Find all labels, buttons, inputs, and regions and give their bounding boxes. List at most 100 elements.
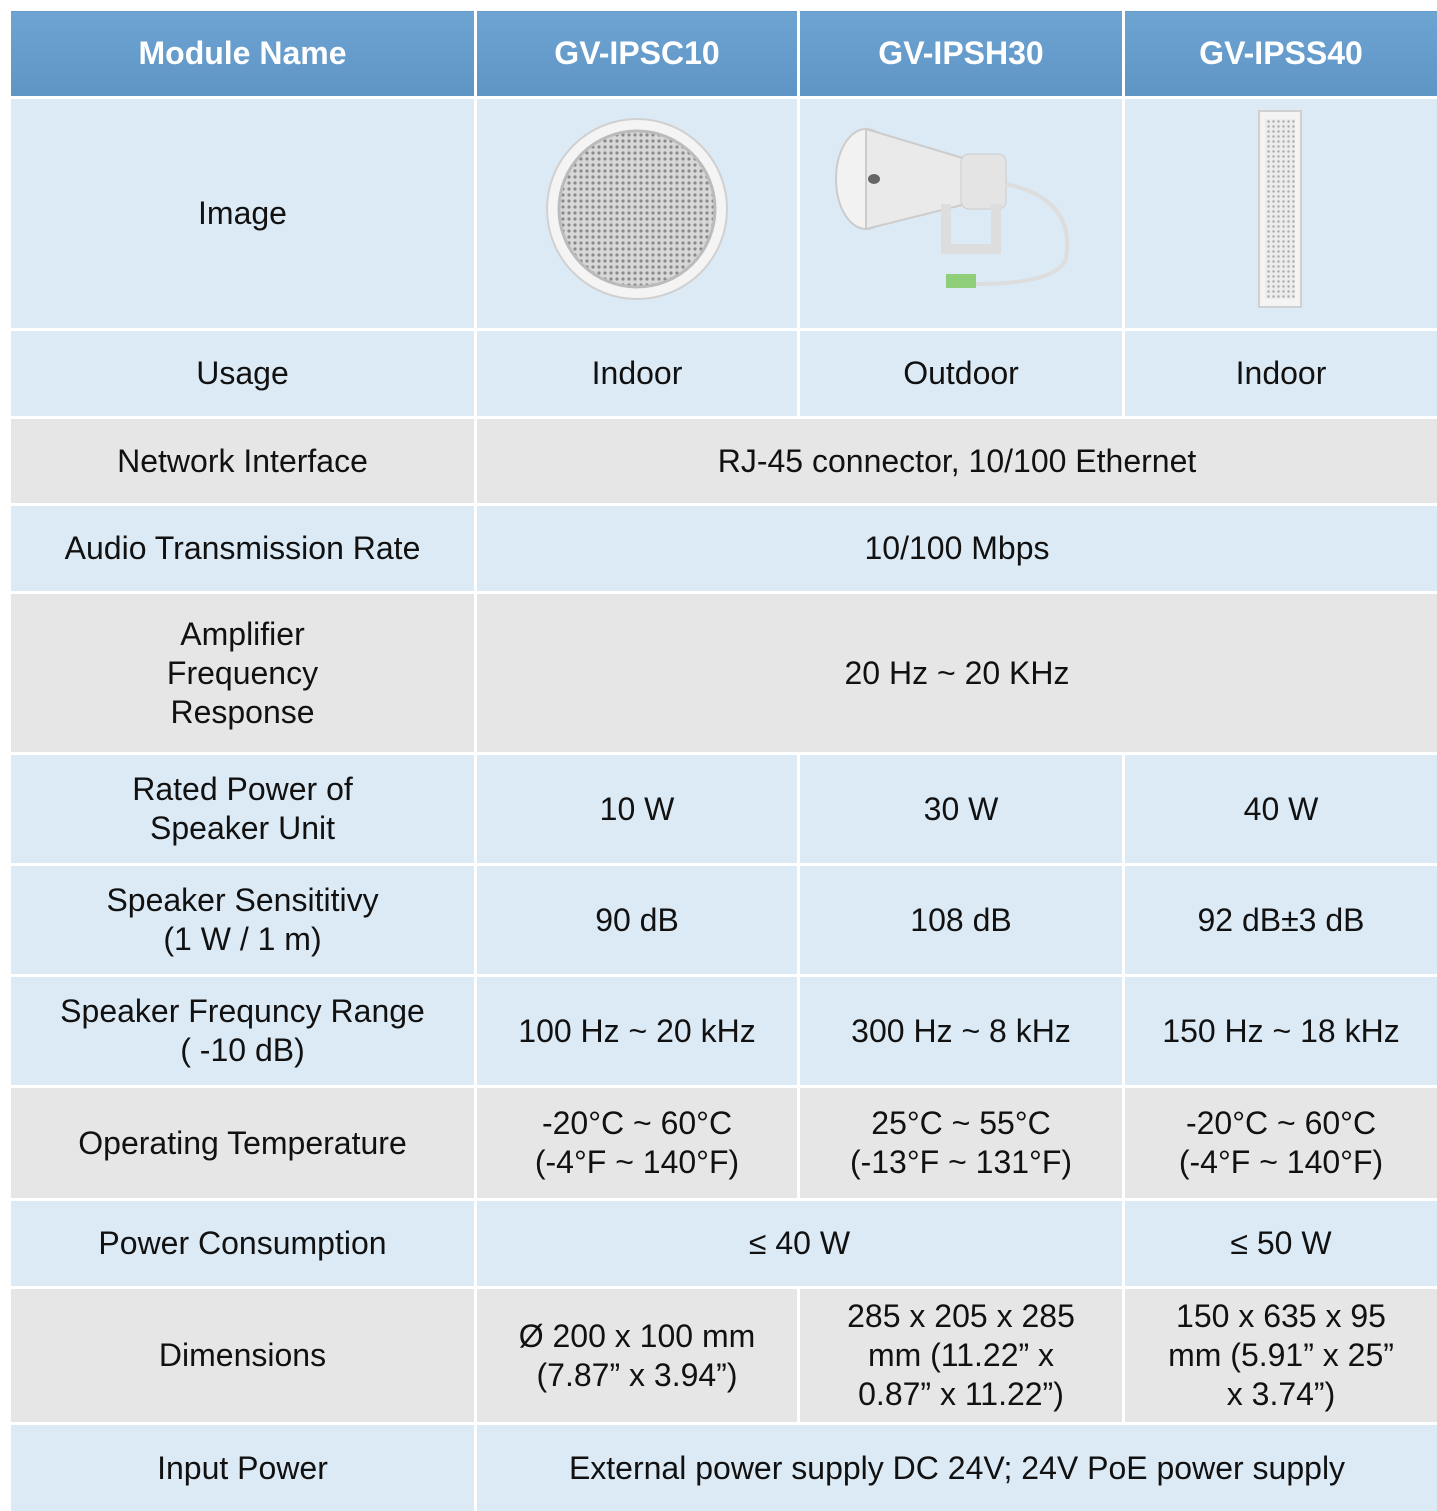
row-label: Image [8, 96, 477, 331]
value-line: -20°C ~ 60°C [541, 1105, 733, 1141]
value-line: 108 dB [910, 901, 1012, 938]
value-line: 10 W [599, 790, 675, 827]
value-line: (-4°F ~ 140°F) [1178, 1144, 1384, 1180]
label-line: Image [198, 195, 287, 231]
image-cell [1122, 96, 1437, 331]
value-line: 20 Hz ~ 20 KHz [844, 654, 1070, 691]
value-cell: 100 Hz ~ 20 kHz [474, 974, 800, 1088]
value-cell: 25°C ~ 55°C (-13°F ~ 131°F) [797, 1085, 1125, 1201]
label-line: Audio Transmission Rate [64, 530, 421, 566]
header-cell: Module Name [8, 8, 477, 99]
value-cell: 30 W [797, 752, 1125, 866]
spec-row: Speaker Frequncy Range( -10 dB) 100 Hz ~ … [8, 974, 1437, 1088]
spec-row: Dimensions Ø 200 x 100 mm (7.87” x 3.94”) 2… [8, 1286, 1437, 1425]
value-line: 40 W [1243, 790, 1319, 827]
value-cell: Indoor [1122, 328, 1437, 419]
value-cell: -20°C ~ 60°C (-4°F ~ 140°F) [1122, 1085, 1437, 1201]
value-cell: Indoor [474, 328, 800, 419]
row-label: Amplifier Frequency Response [8, 591, 477, 755]
header-cell: GV-IPSH30 [797, 8, 1125, 99]
value-cell: 150 Hz ~ 18 kHz [1122, 974, 1437, 1088]
value-line: mm (11.22” x [867, 1337, 1055, 1373]
spec-row: Network Interface RJ-45 connector, 10/100… [8, 416, 1437, 506]
value-cell: 40 W [1122, 752, 1437, 866]
value-line: ≤ 50 W [1230, 1225, 1332, 1261]
value-line: (-4°F ~ 140°F) [534, 1144, 740, 1180]
row-label: Power Consumption [8, 1198, 477, 1289]
value-line: -20°C ~ 60°C [1185, 1105, 1377, 1141]
value-line: 25°C ~ 55°C [871, 1105, 1051, 1141]
value-line: 30 W [923, 790, 999, 827]
label-line: Speaker Frequncy Range [60, 993, 425, 1029]
spec-row: Image [8, 96, 1437, 331]
label-line: Speaker Unit [150, 810, 335, 846]
label-line: Response [170, 693, 315, 730]
row-label: Operating Temperature [8, 1085, 477, 1201]
row-label: Input Power [8, 1422, 477, 1511]
row-label: Audio Transmission Rate [8, 503, 477, 594]
value-cell: 92 dB±3 dB [1122, 863, 1437, 977]
value-cell: Outdoor [797, 328, 1125, 419]
spec-row: Rated Power of Speaker Unit 10 W 30 W 40 W [8, 752, 1437, 866]
spec-row: Audio Transmission Rate 10/100 Mbps [8, 503, 1437, 594]
value-cell: Ø 200 x 100 mm (7.87” x 3.94”) [474, 1286, 800, 1425]
spec-row: Usage Indoor Outdoor Indoor [8, 328, 1437, 419]
value-line: 150 x 635 x 95 [1176, 1298, 1386, 1334]
value-line: 10/100 Mbps [864, 530, 1050, 566]
value-line: 92 dB±3 dB [1197, 901, 1365, 938]
header-cell: GV-IPSC10 [474, 8, 800, 99]
label-line: ( -10 dB) [180, 1032, 305, 1068]
value-cell: 285 x 205 x 285 mm (11.22” x 0.87” x 11.22… [797, 1286, 1125, 1425]
ceiling-speaker-image [546, 118, 728, 300]
row-label: Network Interface [8, 416, 477, 506]
label-line: Usage [196, 355, 289, 391]
row-label: Speaker Frequncy Range( -10 dB) [8, 974, 477, 1088]
image-cell [797, 96, 1125, 331]
label-line: Frequency [166, 654, 319, 691]
label-line: Operating Temperature [78, 1124, 407, 1161]
spec-table: Module Name GV-IPSC10 GV-IPSH30 GV-IPSS40 I… [8, 8, 1437, 1511]
value-cell: 10/100 Mbps [474, 503, 1437, 594]
value-line: 100 Hz ~ 20 kHz [518, 1012, 756, 1049]
row-label: Dimensions [8, 1286, 477, 1425]
value-line: Outdoor [903, 355, 1019, 391]
column-speaker-image [1258, 110, 1302, 308]
value-line: 0.87” x 11.22”) [858, 1376, 1064, 1412]
image-cell [474, 96, 800, 331]
value-cell: 10 W [474, 752, 800, 866]
value-cell: External power supply DC 24V; 24V PoE po… [474, 1422, 1437, 1511]
value-line: RJ-45 connector, 10/100 Ethernet [717, 442, 1197, 479]
spec-row: Input Power External power supply DC 24V;… [8, 1422, 1437, 1511]
spec-row: Amplifier Frequency Response 20 Hz ~ 20 KHz [8, 591, 1437, 755]
value-cell: 90 dB [474, 863, 800, 977]
value-line: 90 dB [595, 901, 679, 938]
value-line: ≤ 40 W [748, 1225, 851, 1261]
value-line: Indoor [1235, 355, 1327, 391]
value-cell: ≤ 50 W [1122, 1198, 1437, 1289]
label-line: Network Interface [117, 442, 368, 479]
value-line: Ø 200 x 100 mm [518, 1317, 756, 1354]
label-line: Dimensions [158, 1337, 327, 1373]
value-cell: 20 Hz ~ 20 KHz [474, 591, 1437, 755]
value-cell: 300 Hz ~ 8 kHz [797, 974, 1125, 1088]
header-row: Module Name GV-IPSC10 GV-IPSH30 GV-IPSS40 [8, 8, 1437, 99]
value-cell: 150 x 635 x 95 mm (5.91” x 25” x 3.74”) [1122, 1286, 1437, 1425]
value-line: External power supply DC 24V; 24V PoE po… [568, 1450, 1346, 1486]
value-line: 285 x 205 x 285 [847, 1298, 1075, 1334]
value-line: mm (5.91” x 25” [1168, 1337, 1394, 1373]
row-label: Usage [8, 328, 477, 419]
spec-row: Power Consumption ≤ 40 W ≤ 50 W [8, 1198, 1437, 1289]
value-cell: ≤ 40 W [474, 1198, 1125, 1289]
label-line: Speaker Sensititivy [106, 882, 379, 918]
spec-row: Operating Temperature -20°C ~ 60°C (-4°F ~… [8, 1085, 1437, 1201]
value-line: (7.87” x 3.94”) [536, 1356, 738, 1393]
label-line: Input Power [157, 1450, 328, 1486]
value-line: x 3.74”) [1226, 1376, 1336, 1412]
label-line: Power Consumption [98, 1225, 387, 1261]
value-line: (-13°F ~ 131°F) [849, 1144, 1073, 1180]
value-line: 150 Hz ~ 18 kHz [1162, 1012, 1400, 1049]
label-line: Amplifier [180, 615, 305, 652]
row-label: Rated Power of Speaker Unit [8, 752, 477, 866]
value-cell: -20°C ~ 60°C (-4°F ~ 140°F) [474, 1085, 800, 1201]
value-cell: 108 dB [797, 863, 1125, 977]
